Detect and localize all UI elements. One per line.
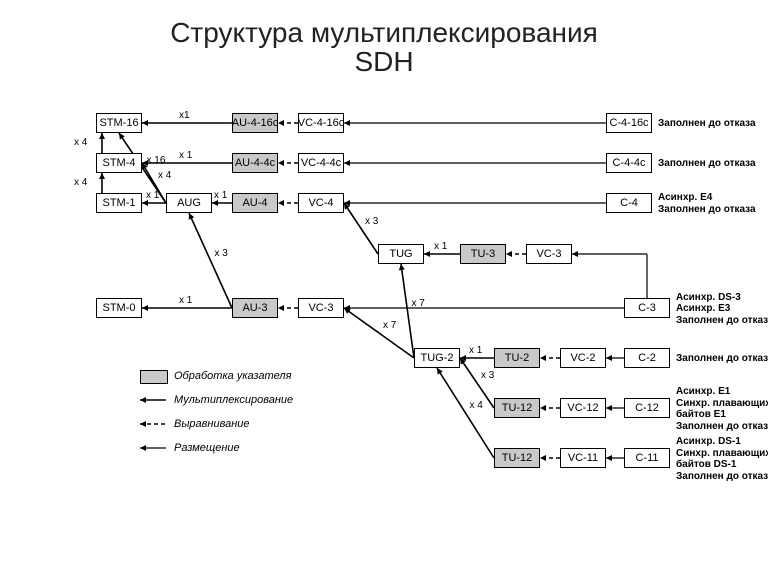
- diagram-canvas: STM-16 STM-4 STM-1 STM-0 AUG AU-4-16c AU-4-4c A…: [0, 0, 768, 576]
- node-vc2: VC-2: [560, 348, 606, 368]
- node-vc44c: VC-4-4c: [298, 153, 344, 173]
- node-c44c: C-4-4c: [606, 153, 652, 173]
- edge-label: x 7: [412, 299, 425, 309]
- edge-label: x 1: [214, 191, 227, 201]
- node-stm0: STM-0: [96, 298, 142, 318]
- node-tu2: TU-2: [494, 348, 540, 368]
- edge-label: x 16: [147, 156, 166, 166]
- legend-text: Мультиплексирование: [174, 394, 293, 406]
- node-vc11: VC-11: [560, 448, 606, 468]
- edge-label: x 3: [481, 371, 494, 381]
- node-vc3b: VC-3: [298, 298, 344, 318]
- edge-label: x 1: [179, 151, 192, 161]
- node-tu12b: TU-12: [494, 448, 540, 468]
- node-vc12: VC-12: [560, 398, 606, 418]
- node-aug: AUG: [166, 193, 212, 213]
- edge-label: x 7: [383, 321, 396, 331]
- node-c416c: C-4-16c: [606, 113, 652, 133]
- edge-label: x 1: [146, 191, 159, 201]
- edge-label: x 1: [469, 346, 482, 356]
- annotation-c4: Асинхр. E4Заполнен до отказа: [658, 192, 756, 215]
- annotation-c3: Асинхр. DS-3Асинхр. E3Заполнен до отказа: [676, 292, 768, 327]
- node-c2: C-2: [624, 348, 670, 368]
- node-stm4: STM-4: [96, 153, 142, 173]
- legend-swatch: [140, 370, 168, 384]
- node-c3: C-3: [624, 298, 670, 318]
- node-c12: C-12: [624, 398, 670, 418]
- legend-text: Выравнивание: [174, 418, 250, 430]
- node-vc4: VC-4: [298, 193, 344, 213]
- node-c4: C-4: [606, 193, 652, 213]
- annotation-c44c: Заполнен до отказа: [658, 158, 756, 170]
- node-stm1: STM-1: [96, 193, 142, 213]
- edge-label: x 1: [179, 296, 192, 306]
- annotation-c2: Заполнен до отказа: [676, 353, 768, 365]
- node-stm16: STM-16: [96, 113, 142, 133]
- edge-label: x1: [179, 111, 190, 121]
- annotation-c416c: Заполнен до отказа: [658, 118, 756, 130]
- edge-label: x 3: [365, 217, 378, 227]
- edge-label: x 4: [158, 171, 171, 181]
- node-tu12a: TU-12: [494, 398, 540, 418]
- node-au416c: AU-4-16c: [232, 113, 278, 133]
- edge-label: x 3: [215, 249, 228, 259]
- node-au4: AU-4: [232, 193, 278, 213]
- edge-label: x 4: [74, 138, 87, 148]
- node-tug2: TUG-2: [414, 348, 460, 368]
- node-c11: C-11: [624, 448, 670, 468]
- edge-label: x 1: [434, 242, 447, 252]
- annotation-c11: Асинхр. DS-1Синхр. плавающихбайтов DS-1З…: [676, 436, 768, 482]
- node-tug: TUG: [378, 244, 424, 264]
- legend-text: Размещение: [174, 442, 240, 454]
- node-vc3a: VC-3: [526, 244, 572, 264]
- legend-text: Обработка указателя: [174, 370, 292, 382]
- node-au44c: AU-4-4c: [232, 153, 278, 173]
- node-au3: AU-3: [232, 298, 278, 318]
- node-vc416c: VC-4-16c: [298, 113, 344, 133]
- annotation-c12: Асинхр. E1Синхр. плавающихбайтов E1Запол…: [676, 386, 768, 432]
- node-tu3: TU-3: [460, 244, 506, 264]
- edge-label: x 4: [470, 401, 483, 411]
- edge-label: x 4: [74, 178, 87, 188]
